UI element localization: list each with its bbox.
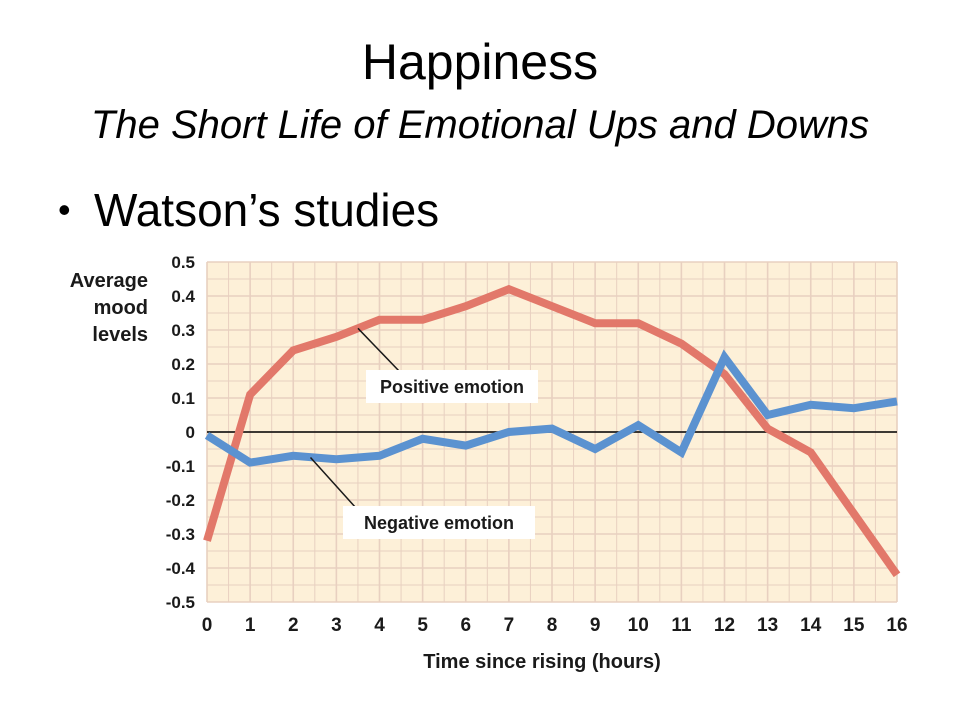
series-line-negative-emotion — [204, 349, 898, 467]
x-tick-label: 15 — [843, 615, 865, 636]
y-axis-label: Average — [70, 270, 148, 292]
bullet-text: Watson’s studies — [94, 184, 440, 236]
y-tick-label: -0.3 — [166, 525, 195, 544]
x-tick-label: 11 — [671, 615, 692, 636]
x-tick-label: 12 — [714, 615, 735, 636]
x-tick-label: 1 — [245, 615, 256, 636]
slide-subtitle: The Short Life of Emotional Ups and Down… — [90, 103, 870, 147]
x-tick-label: 13 — [757, 615, 778, 636]
x-axis-label: Time since rising (hours) — [423, 651, 660, 673]
bullet-dot-icon: • — [58, 189, 71, 230]
annotation-leader-line — [309, 456, 357, 509]
x-tick-label: 6 — [460, 615, 471, 636]
y-tick-label: 0.3 — [171, 321, 195, 340]
x-tick-label: 10 — [628, 615, 649, 636]
x-tick-label: 0 — [202, 615, 213, 636]
x-tick-label: 7 — [504, 615, 515, 636]
y-tick-label: 0.1 — [171, 389, 195, 408]
y-tick-label: -0.4 — [166, 559, 196, 578]
y-tick-label: -0.1 — [166, 457, 195, 476]
annotation-label: Positive emotion — [380, 377, 524, 397]
x-tick-label: 5 — [417, 615, 428, 636]
annotation-leader-line — [357, 327, 401, 373]
slide-title: Happiness — [361, 34, 599, 90]
x-tick-label: 4 — [374, 615, 385, 636]
annotation-box — [343, 506, 535, 539]
annotation-box — [366, 370, 538, 403]
y-tick-label: 0.2 — [171, 355, 195, 374]
y-tick-label: -0.5 — [166, 593, 195, 612]
y-tick-label: 0.4 — [171, 287, 195, 306]
series-line-positive-emotion — [203, 284, 901, 578]
x-tick-label: 14 — [800, 615, 822, 636]
y-axis-label: mood — [94, 297, 148, 319]
x-tick-label: 3 — [331, 615, 342, 636]
y-tick-label: 0 — [186, 423, 195, 442]
x-tick-label: 8 — [547, 615, 558, 636]
x-tick-label: 2 — [288, 615, 299, 636]
y-tick-label: 0.5 — [171, 253, 195, 272]
annotation-label: Negative emotion — [364, 513, 514, 533]
y-tick-label: -0.2 — [166, 491, 195, 510]
x-tick-label: 16 — [886, 615, 907, 636]
x-tick-label: 9 — [590, 615, 601, 636]
y-axis-label: levels — [92, 324, 148, 346]
bullet-item: • Watson’s studies — [58, 180, 439, 240]
